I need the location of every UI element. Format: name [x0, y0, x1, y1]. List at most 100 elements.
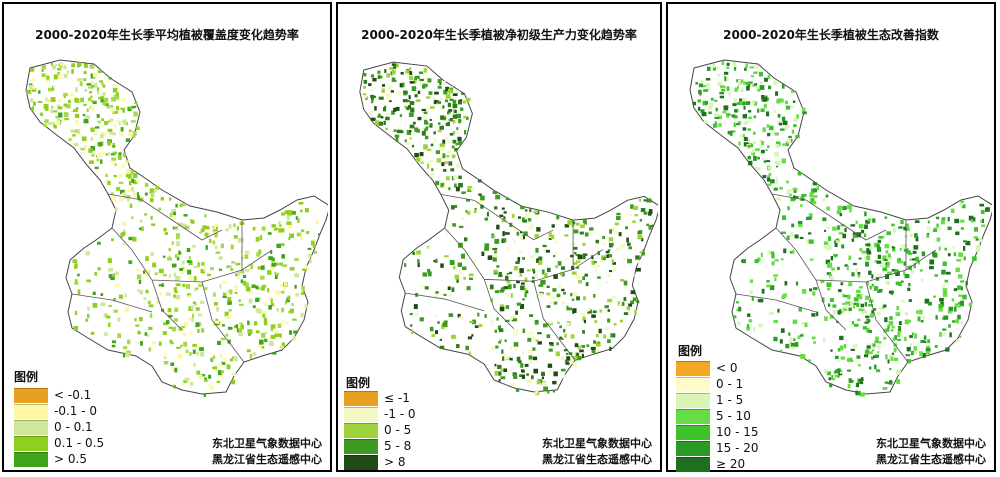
- vegetation-pixel: [741, 259, 746, 264]
- vegetation-pixel: [851, 238, 855, 242]
- vegetation-pixel: [115, 119, 120, 122]
- legend-item: 10 - 15: [676, 424, 759, 440]
- vegetation-pixel: [200, 300, 205, 304]
- vegetation-pixel: [607, 339, 611, 344]
- vegetation-pixel: [463, 237, 468, 242]
- vegetation-pixel: [759, 139, 763, 143]
- vegetation-pixel: [743, 106, 746, 110]
- vegetation-pixel: [214, 232, 218, 238]
- vegetation-pixel: [125, 138, 130, 142]
- vegetation-pixel: [412, 121, 416, 125]
- vegetation-pixel: [866, 243, 871, 247]
- vegetation-pixel: [899, 247, 902, 251]
- vegetation-pixel: [136, 274, 142, 280]
- vegetation-pixel: [591, 314, 596, 318]
- vegetation-pixel: [67, 100, 71, 104]
- vegetation-pixel: [861, 250, 867, 254]
- legend-swatch: [676, 440, 710, 456]
- vegetation-pixel: [140, 341, 143, 346]
- vegetation-pixel: [440, 147, 445, 151]
- vegetation-pixel: [281, 320, 284, 324]
- vegetation-pixel: [853, 344, 858, 348]
- vegetation-pixel: [648, 225, 652, 230]
- vegetation-pixel: [122, 98, 126, 103]
- vegetation-pixel: [520, 363, 524, 368]
- vegetation-pixel: [399, 83, 404, 88]
- vegetation-pixel: [618, 304, 621, 307]
- vegetation-pixel: [936, 237, 941, 242]
- map-dots: [26, 62, 321, 397]
- vegetation-pixel: [775, 177, 778, 180]
- vegetation-pixel: [504, 232, 510, 235]
- vegetation-pixel: [846, 265, 849, 271]
- vegetation-pixel: [834, 240, 837, 244]
- vegetation-pixel: [448, 118, 452, 122]
- vegetation-pixel: [283, 285, 287, 290]
- vegetation-pixel: [782, 143, 787, 146]
- vegetation-pixel: [477, 312, 480, 317]
- vegetation-pixel: [477, 179, 482, 183]
- legend-label: ≥ 20: [716, 457, 746, 471]
- vegetation-pixel: [832, 310, 837, 315]
- vegetation-pixel: [474, 207, 477, 211]
- vegetation-pixel: [748, 110, 752, 113]
- vegetation-pixel: [173, 287, 177, 292]
- vegetation-pixel: [520, 206, 525, 210]
- vegetation-pixel: [457, 269, 462, 275]
- vegetation-pixel: [439, 105, 445, 110]
- vegetation-pixel: [83, 151, 86, 155]
- vegetation-pixel: [740, 88, 745, 93]
- vegetation-pixel: [234, 291, 238, 294]
- vegetation-pixel: [423, 144, 428, 150]
- vegetation-pixel: [363, 94, 368, 99]
- vegetation-pixel: [575, 222, 580, 226]
- vegetation-pixel: [452, 93, 458, 97]
- vegetation-pixel: [876, 369, 881, 373]
- vegetation-pixel: [404, 139, 407, 143]
- legend-label: 0 - 5: [384, 423, 412, 437]
- vegetation-pixel: [191, 219, 195, 224]
- vegetation-pixel: [111, 96, 117, 102]
- vegetation-pixel: [227, 290, 231, 293]
- vegetation-pixel: [451, 176, 455, 181]
- vegetation-pixel: [855, 390, 858, 396]
- vegetation-pixel: [97, 241, 101, 245]
- vegetation-pixel: [492, 235, 496, 238]
- vegetation-pixel: [742, 102, 746, 106]
- vegetation-pixel: [484, 217, 488, 221]
- vegetation-pixel: [606, 254, 609, 258]
- vegetation-pixel: [467, 336, 473, 340]
- vegetation-pixel: [778, 122, 783, 126]
- vegetation-pixel: [496, 317, 499, 321]
- vegetation-pixel: [567, 307, 573, 311]
- vegetation-pixel: [415, 312, 420, 317]
- vegetation-pixel: [582, 253, 588, 257]
- vegetation-pixel: [74, 98, 79, 103]
- vegetation-pixel: [275, 333, 281, 337]
- vegetation-pixel: [444, 99, 448, 103]
- vegetation-pixel: [755, 148, 760, 152]
- vegetation-pixel: [270, 324, 276, 329]
- vegetation-pixel: [163, 227, 167, 232]
- vegetation-pixel: [726, 115, 729, 118]
- vegetation-pixel: [118, 294, 123, 299]
- vegetation-pixel: [929, 259, 935, 265]
- vegetation-pixel: [768, 85, 772, 90]
- vegetation-pixel: [743, 81, 746, 85]
- vegetation-pixel: [465, 210, 468, 213]
- vegetation-pixel: [943, 291, 947, 294]
- vegetation-pixel: [513, 315, 516, 319]
- vegetation-pixel: [107, 258, 112, 264]
- vegetation-pixel: [565, 352, 569, 356]
- vegetation-pixel: [585, 309, 589, 312]
- vegetation-pixel: [447, 88, 453, 94]
- vegetation-pixel: [494, 238, 500, 244]
- vegetation-pixel: [147, 333, 150, 337]
- source-line: 东北卫星气象数据中心: [542, 437, 652, 450]
- vegetation-pixel: [867, 329, 872, 333]
- vegetation-pixel: [625, 226, 628, 230]
- vegetation-pixel: [104, 121, 108, 126]
- vegetation-pixel: [431, 334, 436, 337]
- vegetation-pixel: [972, 256, 977, 261]
- vegetation-pixel: [641, 237, 644, 242]
